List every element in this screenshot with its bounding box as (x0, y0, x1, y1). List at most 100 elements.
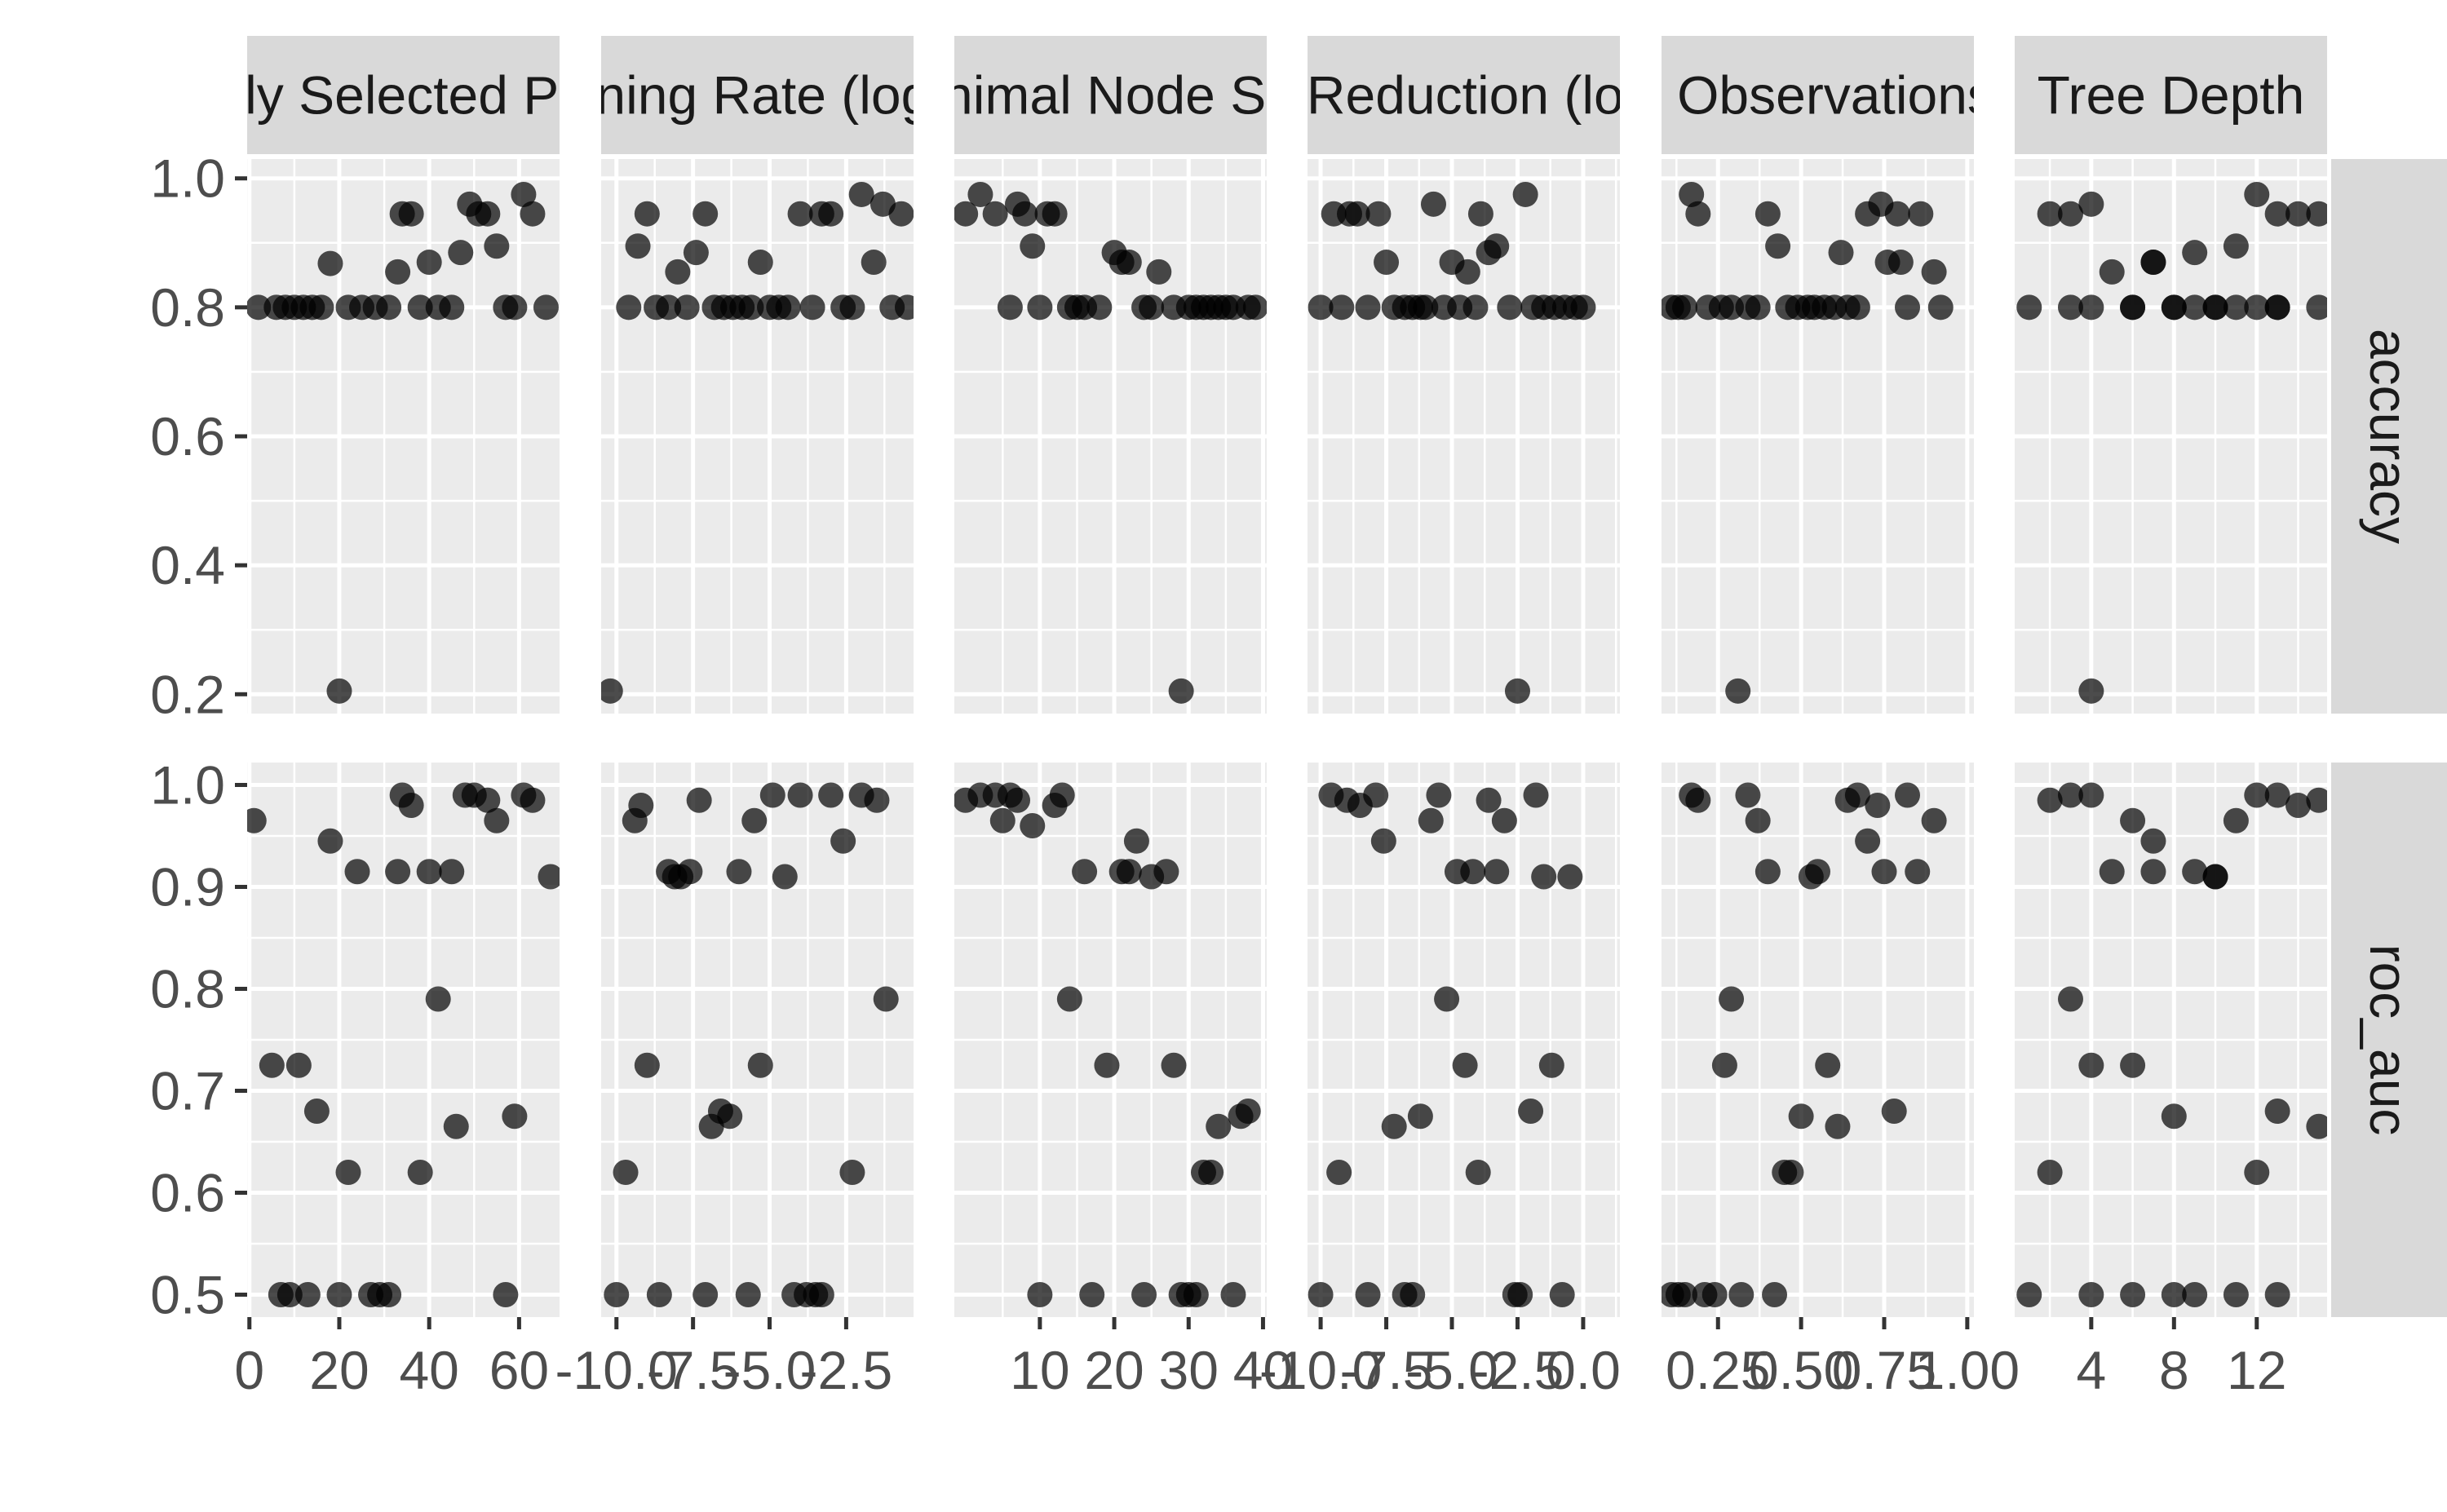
x-tick-label: -2.5 (1471, 1340, 1564, 1400)
data-point (2120, 807, 2146, 833)
data-point (259, 1052, 285, 1078)
data-point (1754, 859, 1781, 885)
data-point (398, 201, 424, 227)
data-point (247, 807, 267, 833)
data-point (1056, 986, 1082, 1012)
data-point (2182, 859, 2208, 885)
data-point (303, 1099, 330, 1124)
data-point (2223, 233, 2249, 259)
data-point (1308, 1282, 1334, 1307)
data-point (1027, 1282, 1053, 1307)
data-point (2016, 294, 2042, 321)
data-point (2244, 1160, 2270, 1185)
data-point (818, 782, 844, 808)
data-point (1465, 1160, 1491, 1185)
data-point (686, 787, 712, 813)
data-point (2264, 1282, 2290, 1307)
data-point (1131, 1282, 1157, 1307)
data-point (416, 859, 442, 885)
data-point (2244, 294, 2270, 321)
data-point (1168, 678, 1194, 704)
facet-strip-background (954, 36, 1267, 154)
panel-roc-auc-randomly-selected-predictors (247, 763, 560, 1317)
data-point (520, 201, 546, 227)
y-tick-label: 0.6 (150, 1163, 225, 1223)
data-point (2244, 782, 2270, 808)
y-tick-label: 0.2 (150, 664, 225, 724)
data-point (448, 240, 474, 266)
data-point (2057, 782, 2083, 808)
data-point (888, 201, 914, 227)
y-tick-label: 1.0 (150, 148, 225, 209)
data-point (2182, 1282, 2208, 1307)
y-axis-accuracy: 0.2 0.4 0.6 0.8 1.0 (150, 148, 247, 724)
data-point (443, 1113, 469, 1139)
facet-strip-minimal-node-size: Minimal Node Size (954, 36, 1267, 154)
data-point (989, 807, 1016, 833)
data-point (628, 793, 654, 818)
data-point (799, 294, 825, 321)
data-point (2140, 250, 2166, 276)
x-tick-label: 8 (2159, 1340, 2189, 1400)
data-point (634, 1052, 660, 1078)
data-point (1844, 294, 1870, 321)
facet-strip-proportion-observations-sampled: Proportion Observations Sampled (1662, 36, 1974, 154)
data-point (848, 181, 874, 207)
data-point (1407, 1103, 1433, 1130)
data-point (385, 259, 411, 285)
y-tick-label: 0.8 (150, 277, 225, 338)
data-point (2264, 201, 2290, 227)
data-point (1844, 782, 1870, 808)
y-axis-roc-auc: 0.5 0.6 0.7 0.8 0.9 1.0 (150, 755, 247, 1325)
data-point (1452, 1052, 1478, 1078)
facet-strip-label: Loss Reduction (log-10) (1178, 65, 1750, 126)
data-point (2264, 294, 2290, 321)
data-point (1512, 181, 1538, 207)
data-point (2264, 782, 2290, 808)
data-point (787, 201, 813, 227)
data-point (2244, 181, 2270, 207)
data-point (1745, 294, 1771, 321)
data-point (326, 1282, 352, 1307)
data-point (2078, 191, 2104, 217)
facet-strip-label: accuracy (2359, 329, 2419, 544)
data-point (1020, 813, 1046, 838)
data-point (839, 1160, 865, 1185)
x-axis-loss-reduction-log-10: -10.0-7.5-5.0-2.50.0 (1259, 1317, 1621, 1400)
data-point (2078, 1282, 2104, 1307)
data-point (1725, 678, 1751, 704)
panel-accuracy-minimal-node-size (954, 159, 1267, 714)
data-point (683, 240, 709, 266)
x-tick-label: -5.0 (1405, 1340, 1498, 1400)
data-point (2099, 259, 2125, 285)
data-point (1895, 782, 1921, 808)
data-point (2037, 1160, 2063, 1185)
panel-accuracy-learning-rate-log-10 (601, 159, 914, 714)
facet-strip-accuracy: accuracy (2331, 159, 2447, 714)
x-tick-label: 20 (309, 1340, 369, 1400)
x-tick-label: 12 (2227, 1340, 2286, 1400)
data-point (2057, 294, 2083, 321)
data-point (2182, 294, 2208, 321)
x-tick-label: 0.0 (1546, 1340, 1621, 1400)
panel-roc-auc-minimal-node-size (954, 763, 1267, 1317)
data-point (1491, 807, 1517, 833)
data-point (2078, 294, 2104, 321)
facet-strip-loss-reduction-log-10: Loss Reduction (log-10) (1178, 36, 1750, 154)
data-point (735, 1282, 761, 1307)
panel-roc-auc-proportion-observations-sampled (1662, 763, 1974, 1317)
data-point (484, 807, 510, 833)
data-point (1927, 294, 1954, 321)
y-tick-label: 0.5 (150, 1265, 225, 1325)
data-point (1507, 1282, 1533, 1307)
data-point (982, 201, 1008, 227)
facet-strip-background (247, 36, 560, 154)
data-point (1355, 1282, 1381, 1307)
data-point (2057, 986, 2083, 1012)
facet-strip-learning-rate-log-10: Learning Rate (log-10) (601, 36, 914, 154)
data-point (1828, 240, 1854, 266)
x-tick-label: -2.5 (800, 1340, 893, 1400)
facet-strip-label: Randomly Selected Predictors (42, 65, 766, 126)
data-point (2202, 864, 2228, 890)
data-point (894, 294, 914, 321)
